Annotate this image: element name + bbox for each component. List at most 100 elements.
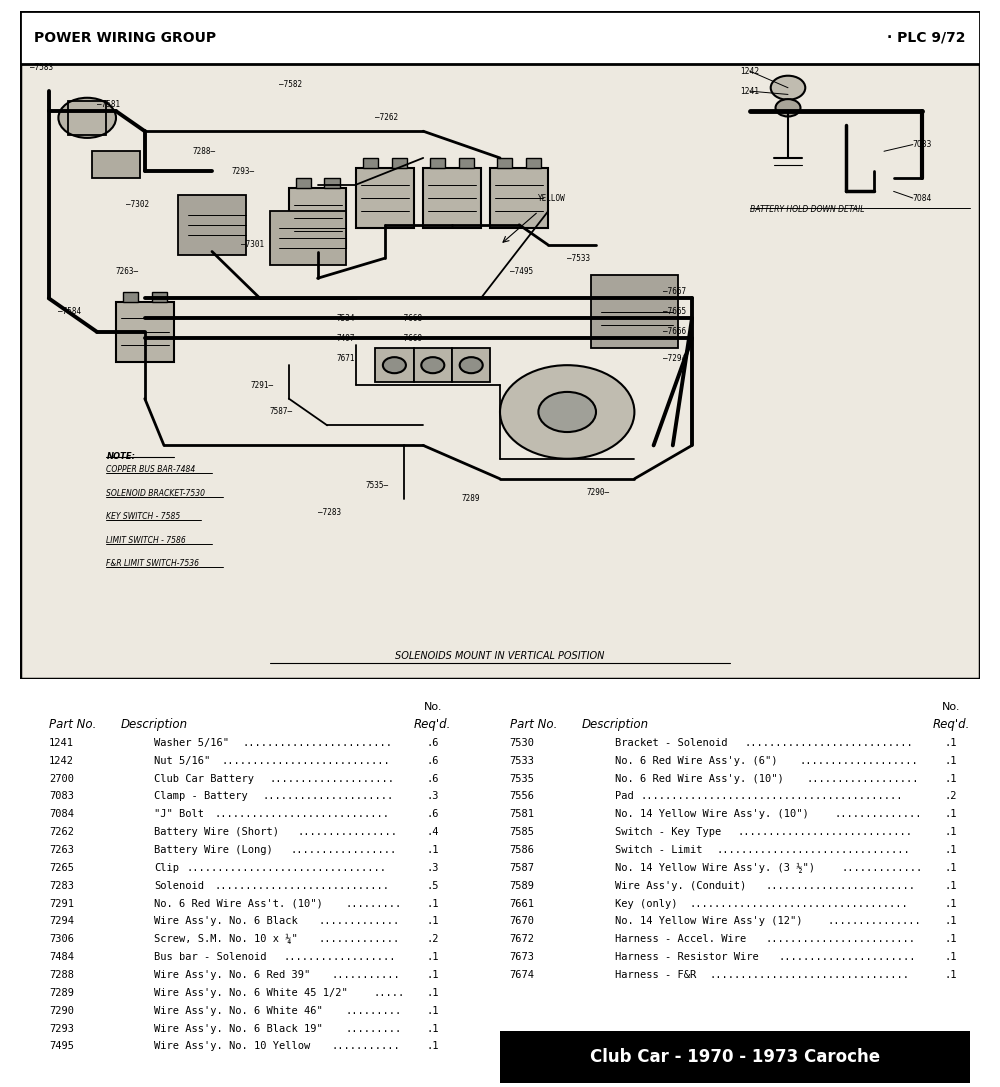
Text: .3: .3 (427, 791, 439, 801)
Text: 7585: 7585 (510, 827, 535, 837)
Text: No. 14 Yellow Wire Ass'y. (10"): No. 14 Yellow Wire Ass'y. (10") (615, 809, 809, 820)
Text: .1: .1 (945, 899, 957, 909)
Text: Description: Description (121, 719, 188, 732)
Text: .1: .1 (945, 952, 957, 962)
Text: 7289: 7289 (462, 495, 480, 503)
Text: 7083: 7083 (49, 791, 74, 801)
Text: .1: .1 (945, 738, 957, 748)
Text: F&R LIMIT SWITCH-7536: F&R LIMIT SWITCH-7536 (106, 559, 199, 569)
Text: Clamp - Battery: Clamp - Battery (154, 791, 248, 801)
Bar (68, 101, 106, 135)
Text: Battery Wire (Long): Battery Wire (Long) (154, 845, 273, 855)
Text: .1: .1 (945, 970, 957, 980)
Text: 7534: 7534 (337, 314, 355, 323)
Text: 1241: 1241 (740, 87, 759, 96)
Text: Pad: Pad (615, 791, 634, 801)
Text: 7294: 7294 (49, 916, 74, 926)
Text: COPPER BUS BAR-7484: COPPER BUS BAR-7484 (106, 465, 196, 474)
Circle shape (58, 98, 116, 138)
Text: .1: .1 (427, 970, 439, 980)
Text: No. 14 Yellow Wire Ass'y. (3 ½"): No. 14 Yellow Wire Ass'y. (3 ½") (615, 863, 815, 873)
Circle shape (421, 358, 444, 373)
Text: ..........................................: ........................................… (641, 791, 903, 801)
Text: .2: .2 (945, 791, 957, 801)
Bar (116, 302, 174, 362)
Text: .1: .1 (427, 899, 439, 909)
Text: –7262: –7262 (375, 113, 398, 123)
Bar (123, 291, 138, 302)
Text: Key (only): Key (only) (615, 899, 678, 909)
Text: No.: No. (942, 702, 960, 712)
Text: –7583: –7583 (30, 63, 53, 72)
Text: Harness - F&R: Harness - F&R (615, 970, 696, 980)
Text: 7084: 7084 (49, 809, 74, 820)
Text: Switch - Key Type: Switch - Key Type (615, 827, 721, 837)
Text: –7669: –7669 (399, 334, 422, 342)
Circle shape (771, 76, 805, 100)
Circle shape (500, 365, 634, 459)
Text: Wire Ass'y. (Conduit): Wire Ass'y. (Conduit) (615, 880, 746, 890)
Bar (92, 151, 140, 178)
Text: ..................: .................. (807, 774, 919, 784)
Text: ...............: ............... (827, 916, 921, 926)
Text: 1241: 1241 (49, 738, 74, 748)
Text: 7587: 7587 (510, 863, 535, 873)
Text: ...............................: ............................... (717, 845, 911, 855)
Text: ..............: .............. (834, 809, 922, 820)
Text: · PLC 9/72: · PLC 9/72 (887, 30, 966, 45)
Text: .5: .5 (427, 880, 439, 890)
Text: Solenoid: Solenoid (154, 880, 204, 890)
Text: .1: .1 (427, 952, 439, 962)
Bar (500, 1032, 970, 1083)
Text: –7581: –7581 (97, 100, 120, 109)
Text: .6: .6 (427, 738, 439, 748)
Text: 7533: 7533 (510, 755, 535, 765)
Text: 7586: 7586 (510, 845, 535, 855)
Text: No. 14 Yellow Wire Ass'y (12"): No. 14 Yellow Wire Ass'y (12") (615, 916, 803, 926)
Text: 7306: 7306 (49, 934, 74, 945)
Text: –7666: –7666 (663, 327, 686, 336)
Text: .........: ......... (346, 1005, 402, 1015)
Text: ....................: .................... (270, 774, 395, 784)
Text: Washer 5/16": Washer 5/16" (154, 738, 229, 748)
Text: "J" Bolt: "J" Bolt (154, 809, 204, 820)
Text: .1: .1 (945, 755, 957, 765)
Text: 7288–: 7288– (193, 147, 216, 155)
Text: 1242: 1242 (740, 66, 759, 75)
Text: .1: .1 (427, 988, 439, 998)
Text: 7083: 7083 (913, 140, 932, 149)
Text: KEY SWITCH - 7585: KEY SWITCH - 7585 (106, 512, 181, 522)
Text: 1242: 1242 (49, 755, 74, 765)
Text: .....................: ..................... (263, 791, 394, 801)
Bar (430, 158, 445, 168)
Text: Wire Ass'y. No. 6 White 46": Wire Ass'y. No. 6 White 46" (154, 1005, 323, 1015)
Text: .1: .1 (945, 809, 957, 820)
Text: .1: .1 (427, 1041, 439, 1051)
Text: ...........................: ........................... (221, 755, 390, 765)
Text: 7262: 7262 (49, 827, 74, 837)
Text: .1: .1 (427, 845, 439, 855)
Text: .2: .2 (427, 934, 439, 945)
Text: 7288: 7288 (49, 970, 74, 980)
Text: ................................: ................................ (710, 970, 910, 980)
Text: Req'd.: Req'd. (414, 719, 451, 732)
Text: 7671: 7671 (337, 354, 355, 363)
Text: No. 6 Red Wire Ass'y. (6"): No. 6 Red Wire Ass'y. (6") (615, 755, 778, 765)
Text: ...........................: ........................... (744, 738, 913, 748)
Text: .6: .6 (427, 755, 439, 765)
Text: ................: ................ (297, 827, 397, 837)
Text: LIMIT SWITCH - 7586: LIMIT SWITCH - 7586 (106, 536, 186, 545)
Text: POWER WIRING GROUP: POWER WIRING GROUP (34, 30, 217, 45)
Text: .1: .1 (945, 880, 957, 890)
Text: NOTE:: NOTE: (106, 452, 135, 461)
Text: .....: ..... (373, 988, 405, 998)
Bar (356, 168, 414, 228)
Bar (526, 158, 541, 168)
Text: 7556: 7556 (510, 791, 535, 801)
Text: 7291–: 7291– (250, 380, 274, 390)
Bar (591, 275, 678, 349)
Text: 7535–: 7535– (366, 482, 389, 490)
Text: Bracket - Solenoid: Bracket - Solenoid (615, 738, 728, 748)
Text: Wire Ass'y. No. 6 Red 39": Wire Ass'y. No. 6 Red 39" (154, 970, 311, 980)
Text: ........................: ........................ (765, 934, 915, 945)
